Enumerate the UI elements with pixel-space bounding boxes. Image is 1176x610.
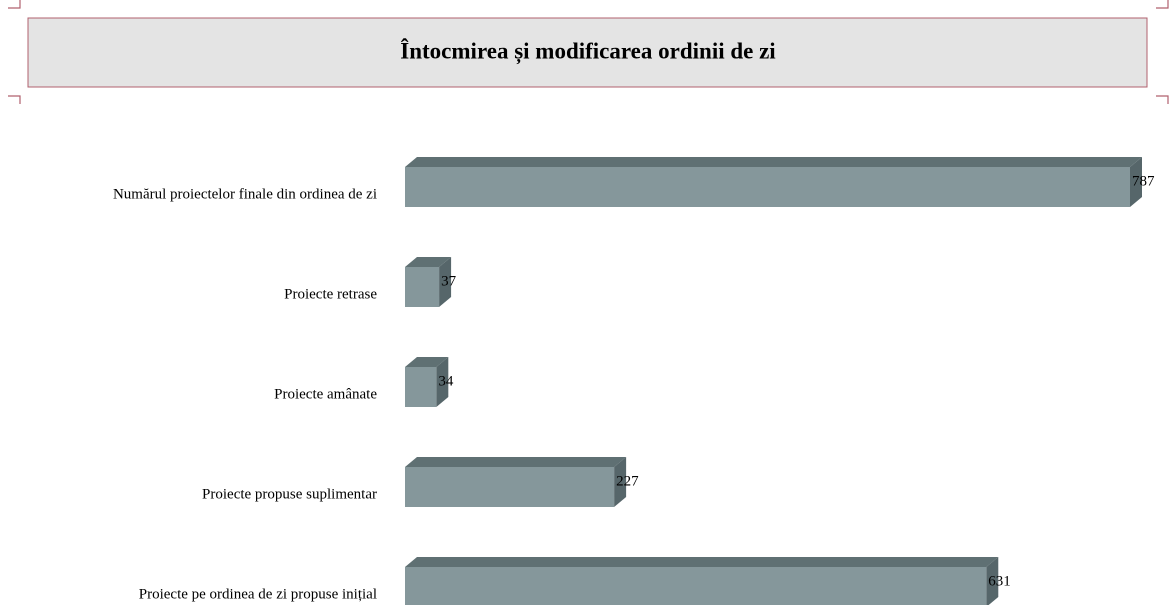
value-label: 787 [1132, 173, 1155, 189]
bar-side [1130, 157, 1142, 207]
bar-top [405, 357, 449, 367]
bar-side [436, 357, 449, 407]
y-tick-label: Proiecte pe ordinea de zi propuse iniția… [139, 586, 377, 602]
bar [405, 157, 1142, 207]
value-label: 227 [616, 473, 639, 489]
value-label: 37 [441, 273, 457, 289]
bar-top [405, 257, 452, 267]
bar [405, 357, 449, 407]
bar-top [405, 457, 627, 467]
bar-side [614, 457, 627, 507]
bar-top [405, 157, 1142, 167]
value-label: 631 [988, 573, 1011, 589]
y-tick-label: Proiecte propuse suplimentar [202, 486, 377, 502]
corner-marks [8, 0, 1169, 104]
bar-front [405, 367, 437, 407]
bar-side [439, 257, 452, 307]
y-tick-label: Proiecte amânate [274, 386, 377, 402]
bar-side [986, 557, 999, 607]
bar-top [405, 557, 999, 567]
bar-front [405, 267, 440, 307]
y-tick-label: Proiecte retrase [284, 286, 377, 302]
bar-front [405, 167, 1130, 207]
chart-title: Întocmirea și modificarea ordinii de zi [400, 37, 776, 64]
title-box [27, 17, 1148, 88]
y-tick-label: Numărul proiectelor finale din ordinea d… [113, 186, 377, 202]
bar [405, 557, 999, 607]
bar-front [405, 467, 615, 507]
bar [405, 457, 627, 507]
value-label: 34 [438, 373, 454, 389]
bar-front [405, 567, 987, 607]
bar [405, 257, 452, 307]
